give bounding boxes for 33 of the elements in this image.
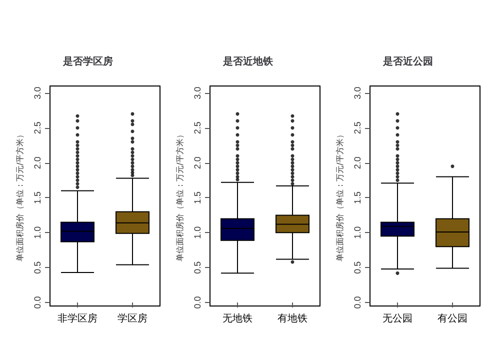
y-tick-label: 0.5 xyxy=(32,261,42,274)
y-tick-label: 3.0 xyxy=(32,86,42,100)
x-tick-label: 非学区房 xyxy=(58,312,98,324)
x-tick-label: 无公园 xyxy=(382,312,412,324)
y-tick-label: 3.0 xyxy=(192,86,202,100)
y-axis-title: 单位面积房价（单位：万元/平方米） xyxy=(176,130,184,262)
chart-title: 是否学区房 xyxy=(62,56,113,68)
x-tick-label: 无地铁 xyxy=(222,312,252,324)
x-tick-label: 学区房 xyxy=(118,312,148,324)
x-tick-label: 有地铁 xyxy=(278,312,308,324)
y-tick-label: 2.5 xyxy=(192,122,202,134)
y-tick-label: 0.0 xyxy=(192,296,202,309)
y-tick-label: 2.0 xyxy=(352,156,362,170)
chart-title: 是否近地铁 xyxy=(222,56,274,68)
y-tick-label: 0.5 xyxy=(192,261,202,274)
y-tick-label: 2.0 xyxy=(192,156,202,170)
y-tick-label: 1.5 xyxy=(32,191,42,204)
y-tick-label: 2.0 xyxy=(32,156,42,170)
y-tick-label: 1.5 xyxy=(192,191,202,204)
y-tick-label: 1.0 xyxy=(192,226,202,239)
y-tick-label: 2.5 xyxy=(32,122,42,134)
y-axis-title: 单位面积房价（单位：万元/平方米） xyxy=(336,130,344,262)
y-tick-label: 1.0 xyxy=(352,226,362,239)
y-tick-label: 1.0 xyxy=(32,226,42,239)
chart-title: 是否近公园 xyxy=(382,56,433,68)
y-tick-label: 0.0 xyxy=(352,296,362,309)
y-tick-label: 0.0 xyxy=(32,296,42,309)
x-tick-label: 有公园 xyxy=(438,312,468,324)
y-tick-label: 1.5 xyxy=(352,191,362,204)
y-tick-label: 0.5 xyxy=(352,261,362,274)
y-tick-label: 3.0 xyxy=(352,86,362,100)
y-tick-label: 2.5 xyxy=(352,122,362,134)
y-axis-title: 单位面积房价（单位：万元/平方米） xyxy=(16,130,24,262)
